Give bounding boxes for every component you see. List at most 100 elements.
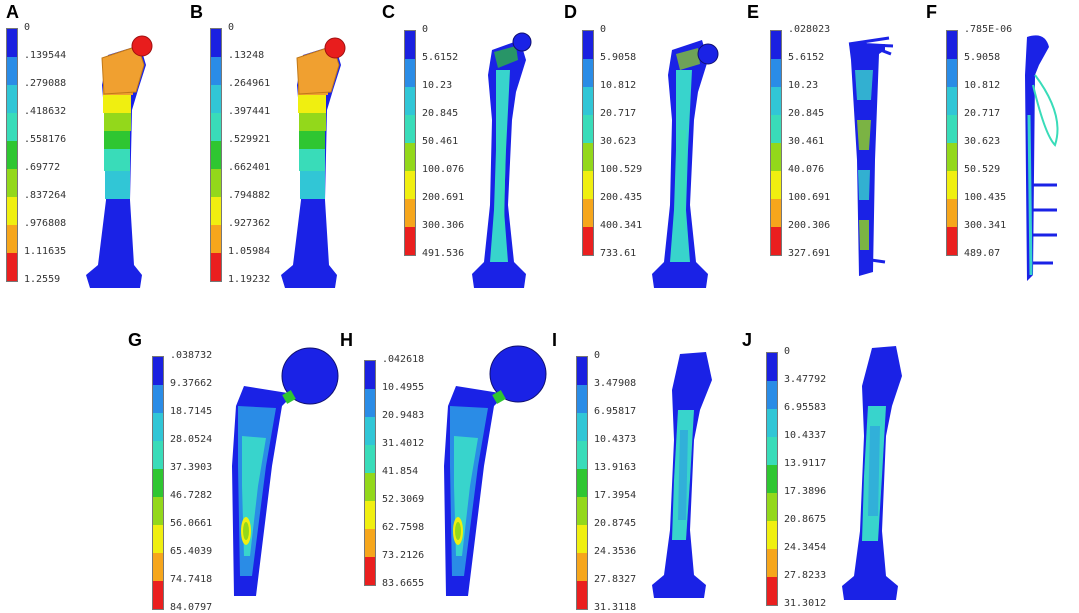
legend-color-cell: [767, 353, 777, 381]
legend-tick-label: 31.4012: [382, 438, 425, 449]
legend-tick-label: .976808: [24, 218, 67, 229]
legend-tick-label: 20.845: [788, 108, 825, 119]
legend-color-cell: [771, 143, 781, 171]
legend-tick-label: 5.9058: [964, 52, 1001, 63]
legend-color-cell: [211, 197, 221, 225]
legend-tick-label: 10.23: [788, 80, 819, 91]
legend-color-cell: [771, 227, 781, 255]
legend-color-cell: [211, 169, 221, 197]
legend-tick-label: 0: [594, 350, 601, 361]
legend-tick-label: 30.623: [600, 136, 637, 147]
legend-color-cell: [365, 389, 375, 417]
panel-label: J: [742, 330, 753, 350]
legend-color-cell: [583, 115, 593, 143]
legend-color-bar: [766, 352, 778, 606]
legend-tick-label: 46.7282: [170, 490, 213, 501]
legend-color-cell: [211, 85, 221, 113]
legend-color-cell: [767, 521, 777, 549]
femur-displacement-model: [86, 35, 153, 288]
legend-tick-label: .028023: [788, 24, 831, 35]
femur-stress-model: [652, 352, 712, 598]
hip-stem-stress-model: [232, 347, 339, 596]
legend-color-cell: [153, 581, 163, 609]
legend-tick-label: 10.812: [600, 80, 637, 91]
legend-color-cell: [767, 577, 777, 605]
legend-tick-label: 1.2559: [24, 274, 61, 285]
legend-tick-label: 10.23: [422, 80, 453, 91]
legend-tick-label: 28.0524: [170, 434, 213, 445]
legend-color-cell: [7, 29, 17, 57]
legend-tick-label: 56.0661: [170, 518, 213, 529]
legend-tick-label: .69772: [24, 162, 61, 173]
legend-tick-label: 0: [24, 22, 31, 33]
legend-tick-label: 5.9058: [600, 52, 637, 63]
legend-tick-label: .558176: [24, 134, 67, 145]
legend-color-cell: [405, 59, 415, 87]
legend-color-cell: [365, 361, 375, 389]
legend-color-cell: [771, 59, 781, 87]
nail-implant-stress-model: [848, 36, 894, 276]
panel-label: H: [340, 330, 353, 350]
legend-color-cell: [767, 493, 777, 521]
legend-color-cell: [211, 57, 221, 85]
legend-color-cell: [583, 227, 593, 255]
panel-label: C: [382, 2, 395, 22]
legend-color-cell: [767, 381, 777, 409]
legend-color-cell: [947, 171, 957, 199]
legend-tick-label: 83.6655: [382, 578, 425, 589]
legend-color-cell: [405, 227, 415, 255]
legend-color-cell: [211, 29, 221, 57]
legend-color-cell: [583, 59, 593, 87]
legend-tick-label: 0: [422, 24, 429, 35]
panel-label: D: [564, 2, 577, 22]
legend-tick-label: .279088: [24, 78, 67, 89]
legend-tick-label: .785E-06: [964, 24, 1013, 35]
legend-color-cell: [211, 253, 221, 281]
legend-color-cell: [7, 197, 17, 225]
legend-tick-label: 31.3118: [594, 602, 637, 613]
legend-color-cell: [405, 199, 415, 227]
legend-tick-label: .139544: [24, 50, 67, 61]
legend-color-cell: [771, 199, 781, 227]
legend-tick-label: 24.3454: [784, 542, 827, 553]
legend-tick-label: .13248: [228, 50, 265, 61]
legend-tick-label: 100.529: [600, 164, 643, 175]
legend-tick-label: 62.7598: [382, 522, 425, 533]
legend-tick-label: .794882: [228, 190, 271, 201]
femur-displacement-model: [281, 37, 346, 288]
legend-color-cell: [947, 87, 957, 115]
legend-tick-label: 300.341: [964, 220, 1007, 231]
legend-color-bar: [946, 30, 958, 256]
legend-color-cell: [583, 87, 593, 115]
legend-tick-label: 327.691: [788, 248, 831, 259]
legend-color-bar: [582, 30, 594, 256]
legend-color-bar: [404, 30, 416, 256]
legend-color-cell: [153, 357, 163, 385]
legend-tick-label: 27.8233: [784, 570, 827, 581]
legend-tick-label: 17.3954: [594, 490, 637, 501]
femur-stress-model: [652, 40, 719, 288]
legend-tick-label: 20.845: [422, 108, 459, 119]
legend-tick-label: 30.623: [964, 136, 1001, 147]
legend-tick-label: 50.461: [422, 136, 459, 147]
legend-color-cell: [583, 31, 593, 59]
legend-tick-label: 200.435: [600, 192, 643, 203]
legend-color-cell: [947, 115, 957, 143]
legend-color-cell: [405, 31, 415, 59]
legend-tick-label: 20.717: [964, 108, 1001, 119]
legend-tick-label: 0: [228, 22, 235, 33]
legend-tick-label: .264961: [228, 78, 271, 89]
legend-color-cell: [365, 417, 375, 445]
panel-label: B: [190, 2, 203, 22]
legend-tick-label: .927362: [228, 218, 271, 229]
legend-color-cell: [7, 85, 17, 113]
legend-tick-label: 52.3069: [382, 494, 425, 505]
legend-tick-label: 400.341: [600, 220, 643, 231]
legend-color-cell: [767, 549, 777, 577]
legend-color-cell: [365, 473, 375, 501]
legend-color-cell: [211, 225, 221, 253]
legend-color-cell: [577, 525, 587, 553]
femur-stress-model: [472, 32, 532, 288]
legend-tick-label: .038732: [170, 350, 213, 361]
legend-color-cell: [7, 57, 17, 85]
